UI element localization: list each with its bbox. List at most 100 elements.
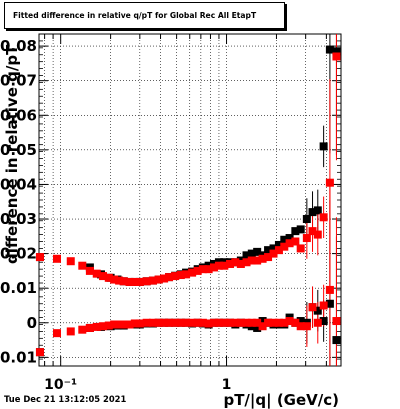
data-point	[85, 266, 94, 275]
data-point	[308, 227, 317, 236]
data-point	[35, 348, 44, 357]
data-point	[274, 318, 283, 327]
data-point	[231, 318, 240, 327]
data-point	[115, 276, 124, 285]
data-point	[125, 277, 134, 286]
data-point	[253, 323, 262, 332]
data-point	[119, 320, 128, 329]
data-point	[214, 318, 223, 327]
data-point	[214, 261, 223, 270]
data-point	[220, 318, 229, 327]
data-point	[296, 317, 305, 326]
data-point	[269, 244, 278, 253]
data-point	[325, 285, 334, 294]
data-point	[160, 318, 169, 327]
data-point	[236, 259, 245, 268]
data-point	[188, 268, 197, 277]
data-point	[198, 318, 207, 327]
data-point	[52, 254, 61, 263]
data-point	[182, 270, 191, 279]
data-point	[85, 323, 94, 332]
data-point	[319, 142, 328, 151]
data-point	[325, 299, 334, 308]
data-point	[332, 317, 341, 326]
y-tick-label: 0	[27, 314, 37, 332]
data-point	[308, 208, 317, 217]
data-point	[226, 318, 235, 327]
x-axis-label: pT/|q| (GeV/c)	[223, 391, 339, 409]
data-point	[204, 319, 213, 328]
y-tick-label: 0.01	[0, 279, 37, 297]
data-point	[253, 318, 262, 327]
data-point	[110, 320, 119, 329]
data-point	[242, 258, 251, 267]
data-point	[325, 178, 334, 187]
y-axis-label: difference in relative q/pT	[3, 44, 21, 264]
chart-title: Fitted difference in relative q/pT for G…	[13, 11, 257, 20]
data-point	[92, 322, 101, 331]
data-point	[171, 318, 180, 327]
data-point	[148, 276, 157, 285]
y-tick-label: 0.07	[0, 72, 37, 90]
data-point	[291, 237, 300, 246]
axis-ticks	[39, 34, 341, 367]
data-point	[193, 318, 202, 327]
data-point	[296, 225, 305, 234]
data-point	[302, 234, 311, 243]
y-tick-label: 0.06	[0, 106, 37, 124]
data-point	[125, 320, 134, 329]
data-point	[148, 318, 157, 327]
data-point	[258, 254, 267, 263]
data-point	[130, 319, 139, 328]
data-point	[119, 277, 128, 286]
y-tick-label: 0.02	[0, 245, 37, 263]
data-point	[280, 235, 289, 244]
data-point	[92, 269, 101, 278]
data-point	[204, 265, 213, 274]
y-tick-label: 0.03	[0, 210, 37, 228]
data-point	[209, 318, 218, 327]
data-point	[269, 249, 278, 258]
data-point	[296, 244, 305, 253]
data-point	[165, 273, 174, 282]
y-tick-label: 0.08	[0, 37, 37, 55]
data-point	[66, 327, 75, 336]
data-point	[182, 318, 191, 327]
data-point	[99, 322, 108, 331]
data-point	[110, 275, 119, 284]
data-point	[308, 303, 317, 312]
data-point	[78, 261, 87, 270]
data-point	[332, 47, 341, 56]
y-tick-label: 0.04	[0, 175, 37, 193]
data-point	[154, 275, 163, 284]
data-point	[198, 265, 207, 274]
data-point	[176, 271, 185, 280]
data-point	[285, 234, 294, 243]
data-point	[247, 318, 256, 327]
data-point	[160, 274, 169, 283]
y-tick-label: -0.01	[0, 348, 37, 366]
data-point	[135, 277, 144, 286]
data-point	[231, 258, 240, 267]
data-point	[78, 325, 87, 334]
data-point	[253, 256, 262, 265]
data-markers	[35, 45, 341, 357]
data-point	[319, 317, 328, 326]
data-point	[135, 319, 144, 328]
x-tick-label: 1	[222, 377, 232, 393]
data-point	[176, 318, 185, 327]
data-point	[296, 322, 305, 331]
data-point	[269, 318, 278, 327]
data-point	[142, 318, 151, 327]
data-point	[247, 249, 256, 258]
data-point	[274, 240, 283, 249]
data-point	[220, 261, 229, 270]
y-tick-label: 0.05	[0, 141, 37, 159]
data-point	[209, 263, 218, 272]
data-point	[171, 272, 180, 281]
data-point	[104, 273, 113, 282]
data-point	[226, 259, 235, 268]
grid	[39, 34, 341, 366]
data-point	[280, 242, 289, 251]
data-point	[66, 257, 75, 266]
